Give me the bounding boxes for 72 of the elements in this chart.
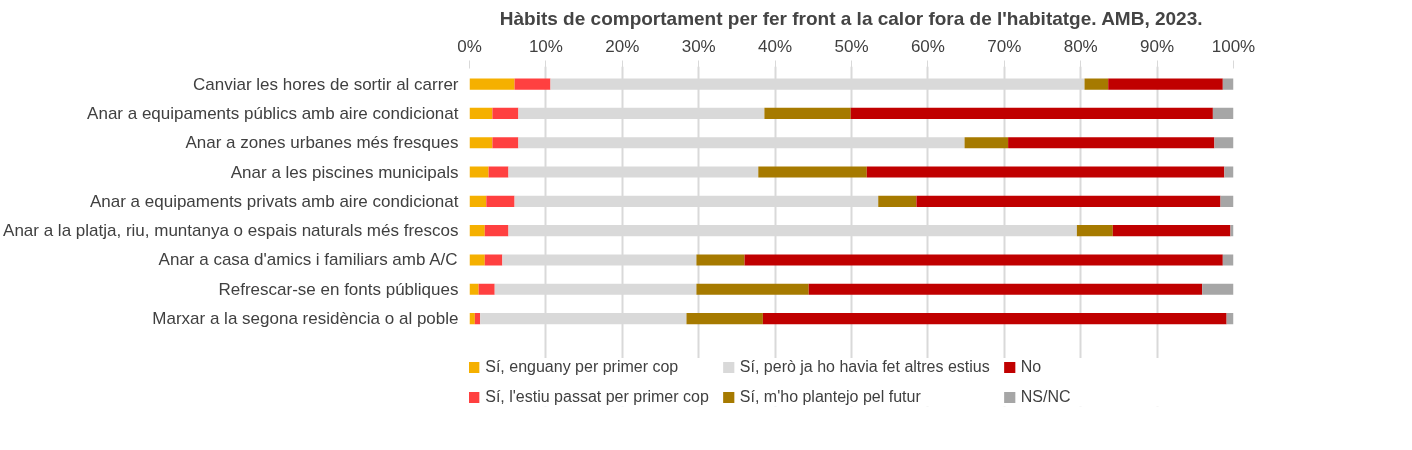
bar bbox=[469, 166, 489, 178]
y-tick-label: Anar a la platja, riu, muntanya o espais naturals més frescos bbox=[3, 221, 459, 241]
bar bbox=[469, 225, 485, 237]
bar bbox=[484, 225, 509, 237]
y-tick-label: Refrescar-se en fonts públiques bbox=[218, 279, 459, 299]
y-tick-label: Anar a casa d'amics i familiars amb A/C bbox=[158, 250, 458, 270]
bar bbox=[866, 166, 1225, 178]
bar bbox=[758, 166, 867, 178]
bar bbox=[1222, 254, 1234, 266]
bar bbox=[469, 195, 487, 207]
bar bbox=[1112, 225, 1231, 237]
bar bbox=[1108, 78, 1223, 90]
x-tick-label: 0% bbox=[457, 36, 482, 56]
bar bbox=[1220, 195, 1234, 207]
x-tick-label: 10% bbox=[528, 36, 563, 56]
x-tick-label: 20% bbox=[605, 36, 640, 56]
y-tick-label: Marxar a la segona residència o al poble bbox=[152, 309, 459, 329]
bar bbox=[916, 195, 1221, 207]
bar bbox=[1230, 225, 1234, 237]
y-tick-label: Anar a equipaments privats amb aire condicionat bbox=[89, 191, 459, 211]
legend-label: No bbox=[1020, 358, 1043, 376]
bar bbox=[1214, 137, 1234, 149]
bar bbox=[486, 195, 515, 207]
y-tick-label: Anar a equipaments públics amb aire condicionat bbox=[87, 103, 459, 123]
bar bbox=[808, 283, 1203, 295]
bar bbox=[1212, 107, 1234, 119]
bar bbox=[878, 195, 917, 207]
bar bbox=[1202, 283, 1234, 295]
bar bbox=[964, 137, 1009, 149]
x-tick-label: 40% bbox=[758, 36, 793, 56]
bar bbox=[469, 254, 485, 266]
bar bbox=[469, 137, 493, 149]
bar bbox=[550, 78, 1085, 90]
x-tick-label: 50% bbox=[834, 36, 869, 56]
bar bbox=[696, 283, 809, 295]
x-tick-label: 60% bbox=[910, 36, 945, 56]
legend-label: NS/NC bbox=[1020, 388, 1072, 406]
bar bbox=[1084, 78, 1109, 90]
legend-label: Sí, m'ho plantejo pel futur bbox=[739, 388, 922, 406]
bar bbox=[488, 166, 509, 178]
bar bbox=[478, 283, 495, 295]
bar bbox=[469, 78, 515, 90]
legend-label: Sí, l'estiu passat per primer cop bbox=[485, 388, 709, 406]
x-tick-label: 70% bbox=[987, 36, 1022, 56]
legend-label: Sí, però ja ho havia fet altres estius bbox=[739, 358, 990, 376]
bar bbox=[762, 313, 1227, 325]
bar bbox=[696, 254, 745, 266]
bar bbox=[1008, 137, 1215, 149]
y-tick-label: Anar a les piscines municipals bbox=[230, 162, 459, 182]
x-tick-label: 80% bbox=[1063, 36, 1098, 56]
chart-title: Hàbits de comportament per fer front a la calor fora de l'habitatge. AMB, 2023. bbox=[499, 7, 1203, 29]
bar bbox=[1222, 78, 1234, 90]
bar bbox=[514, 78, 551, 90]
x-tick-label: 30% bbox=[681, 36, 716, 56]
bar bbox=[850, 107, 1213, 119]
bar bbox=[492, 137, 519, 149]
bar bbox=[469, 313, 475, 325]
x-tick-label: 100% bbox=[1211, 36, 1256, 56]
bar bbox=[764, 107, 851, 119]
legend-label: Sí, enguany per primer cop bbox=[485, 358, 680, 376]
bar bbox=[474, 313, 481, 325]
bar bbox=[1224, 166, 1234, 178]
bar bbox=[484, 254, 503, 266]
x-tick-label: 90% bbox=[1140, 36, 1175, 56]
bar bbox=[744, 254, 1223, 266]
bar bbox=[1076, 225, 1113, 237]
bar bbox=[492, 107, 519, 119]
y-tick-label: Anar a zones urbanes més fresques bbox=[185, 133, 459, 153]
bar bbox=[469, 283, 479, 295]
y-tick-label: Canviar les hores de sortir al carrer bbox=[193, 74, 459, 94]
bar bbox=[469, 107, 493, 119]
bar bbox=[686, 313, 763, 325]
